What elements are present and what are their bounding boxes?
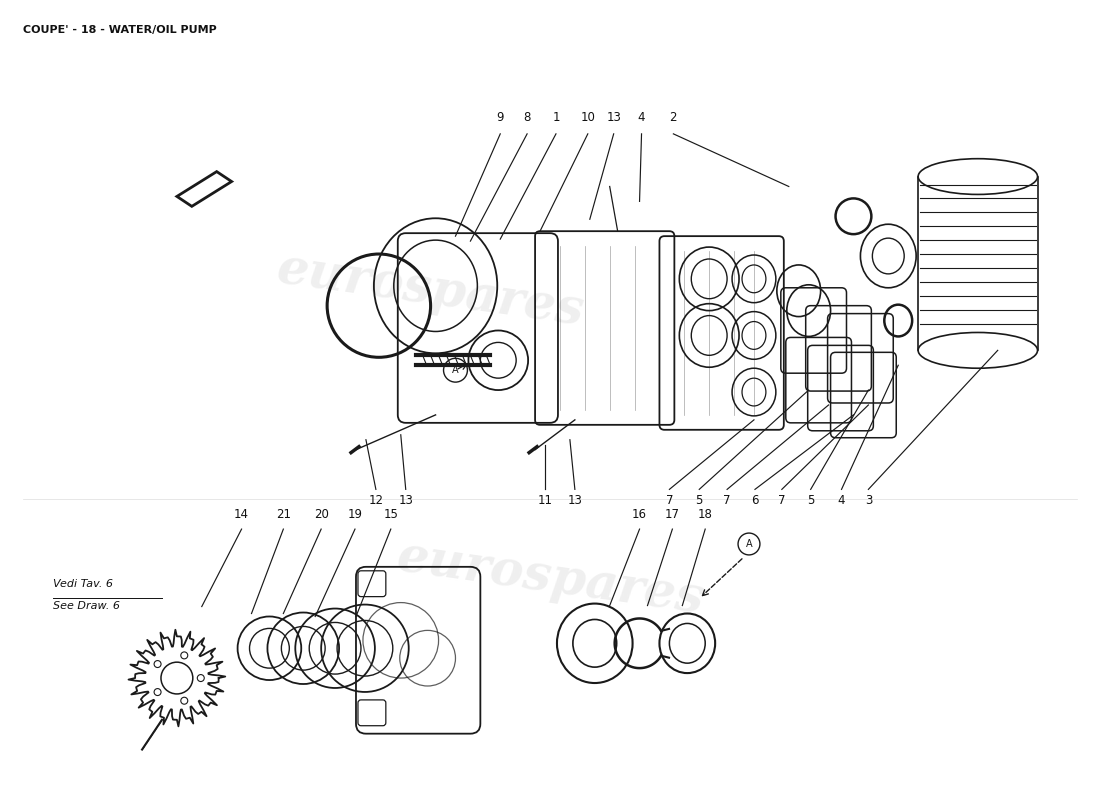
Text: 13: 13 <box>398 494 414 507</box>
Text: 13: 13 <box>568 494 582 507</box>
Text: 3: 3 <box>865 494 872 507</box>
Text: 7: 7 <box>724 494 730 507</box>
Text: 21: 21 <box>276 508 290 521</box>
Text: 19: 19 <box>348 508 363 521</box>
Text: COUPE' - 18 - WATER/OIL PUMP: COUPE' - 18 - WATER/OIL PUMP <box>23 25 217 34</box>
Text: 9: 9 <box>496 111 504 124</box>
Text: 20: 20 <box>314 508 329 521</box>
Text: 4: 4 <box>638 111 646 124</box>
Text: A: A <box>452 366 459 375</box>
Text: See Draw. 6: See Draw. 6 <box>53 601 120 610</box>
Text: eurospares: eurospares <box>274 245 587 337</box>
Text: 12: 12 <box>368 494 384 507</box>
Text: 10: 10 <box>581 111 595 124</box>
Text: 17: 17 <box>664 508 680 521</box>
Text: 5: 5 <box>807 494 814 507</box>
Text: 5: 5 <box>695 494 703 507</box>
Text: 1: 1 <box>552 111 560 124</box>
Text: 8: 8 <box>524 111 531 124</box>
Text: 2: 2 <box>670 111 678 124</box>
Text: eurospares: eurospares <box>393 533 707 625</box>
Text: 18: 18 <box>697 508 713 521</box>
Text: 7: 7 <box>778 494 785 507</box>
Text: 11: 11 <box>538 494 552 507</box>
Text: 6: 6 <box>751 494 759 507</box>
Text: 7: 7 <box>666 494 673 507</box>
Text: Vedi Tav. 6: Vedi Tav. 6 <box>53 578 112 589</box>
Text: 16: 16 <box>632 508 647 521</box>
Text: 13: 13 <box>606 111 621 124</box>
Text: 14: 14 <box>234 508 249 521</box>
Text: 4: 4 <box>838 494 845 507</box>
Text: A: A <box>746 539 752 549</box>
Text: 15: 15 <box>384 508 398 521</box>
